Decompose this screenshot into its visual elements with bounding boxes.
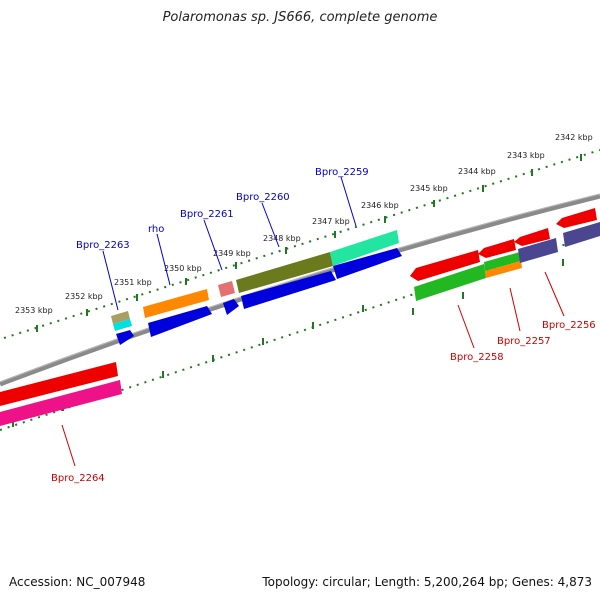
gene-bpro-2260-olive[interactable] — [236, 252, 333, 293]
kbp-tick-label: 2347 kbp — [312, 217, 350, 226]
kbp-tick-label: 2351 kbp — [114, 278, 152, 287]
gene-bpro-2258-green[interactable] — [414, 264, 486, 301]
gene-label-bpro-2258[interactable]: Bpro_2258 — [450, 352, 504, 363]
gene-bpro-2257-orange[interactable] — [485, 261, 522, 278]
upper-scale-line — [3, 149, 600, 339]
kbp-tick-label: 2344 kbp — [458, 167, 496, 176]
gene-labels: Bpro_2263 rho Bpro_2261 Bpro_2260 Bpro_2… — [51, 167, 596, 484]
gene-leader-lines — [61, 176, 565, 467]
gene-label-bpro-2261[interactable]: Bpro_2261 — [180, 209, 234, 220]
gene-label-bpro-2264[interactable]: Bpro_2264 — [51, 473, 105, 484]
gene-bpro-2257-green[interactable] — [484, 252, 521, 271]
kbp-tick-label: 2343 kbp — [507, 151, 545, 160]
gene-lower-red-2[interactable] — [478, 239, 516, 258]
gene-bpro-2256-purple[interactable] — [518, 238, 558, 263]
kbp-tick-label: 2349 kbp — [213, 249, 251, 258]
gene-lower-red-3[interactable] — [514, 228, 550, 246]
gene-label-bpro-2256[interactable]: Bpro_2256 — [542, 320, 596, 331]
gene-upper-blue-3[interactable] — [223, 299, 239, 315]
gene-label-rho[interactable]: rho — [148, 224, 164, 235]
gene-label-bpro-2257[interactable]: Bpro_2257 — [497, 336, 551, 347]
kbp-tick-label: 2353 kbp — [15, 306, 53, 315]
gene-bpro-2261-pink[interactable] — [218, 281, 235, 297]
gene-upper-blue-1[interactable] — [116, 330, 134, 345]
upper-major-ticks — [36, 154, 582, 332]
lower-gene-block — [0, 208, 600, 426]
gene-rho-orange[interactable] — [143, 289, 209, 318]
kbp-tick-label: 2348 kbp — [263, 234, 301, 243]
gene-bpro-2264-red[interactable] — [0, 362, 118, 406]
gene-bpro-2259-green[interactable] — [330, 230, 399, 266]
genome-backbone-highlight — [0, 193, 600, 383]
page-title: Polaromonas sp. JS666, complete genome — [162, 10, 438, 25]
gene-label-bpro-2259[interactable]: Bpro_2259 — [315, 167, 369, 178]
kbp-tick-label: 2352 kbp — [65, 292, 103, 301]
gene-bpro-2264-magenta[interactable] — [0, 380, 122, 426]
kbp-labels: 2342 kbp 2343 kbp 2344 kbp 2345 kbp 2346 kbp… — [15, 133, 593, 315]
kbp-tick-label: 2346 kbp — [361, 201, 399, 210]
gene-lower-red-4[interactable] — [556, 208, 597, 228]
gene-upper-blue-5[interactable] — [333, 248, 402, 279]
upper-gene-block — [111, 230, 402, 345]
gene-lower-red-1[interactable] — [410, 250, 480, 281]
kbp-tick-label: 2345 kbp — [410, 184, 448, 193]
gene-lower-purple-2[interactable] — [563, 222, 600, 247]
gene-upper-blue-2[interactable] — [148, 306, 212, 337]
topology-label: Topology: circular; Length: 5,200,264 bp… — [262, 575, 592, 589]
kbp-tick-label: 2342 kbp — [555, 133, 593, 142]
kbp-tick-label: 2350 kbp — [164, 264, 202, 273]
gene-bpro-2263-olive[interactable] — [111, 311, 130, 324]
gene-label-bpro-2263[interactable]: Bpro_2263 — [76, 240, 130, 251]
accession-label: Accession: NC_007948 — [9, 575, 146, 589]
gene-label-bpro-2260[interactable]: Bpro_2260 — [236, 192, 290, 203]
gene-bpro-2263-cyan[interactable] — [113, 319, 132, 331]
gene-upper-blue-4[interactable] — [241, 271, 336, 309]
